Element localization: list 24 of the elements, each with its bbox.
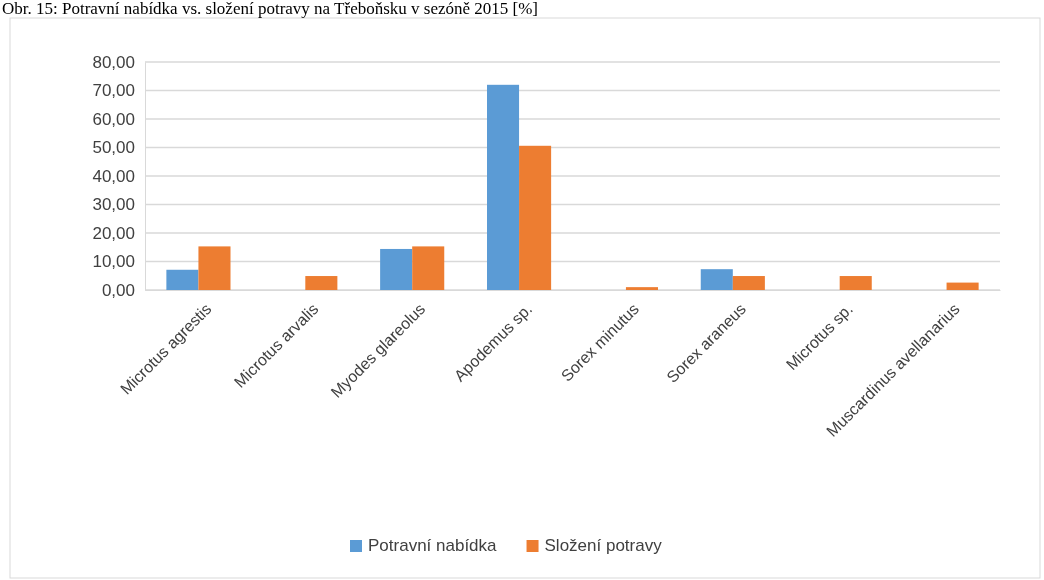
y-tick-label: 30,00 — [92, 195, 135, 215]
bar — [700, 269, 733, 290]
legend-label: Potravní nabídka — [368, 536, 498, 555]
legend-label: Složení potravy — [544, 536, 663, 555]
bar — [166, 269, 199, 290]
bar — [519, 145, 552, 290]
bar — [487, 84, 520, 290]
bar — [305, 276, 338, 290]
bar — [946, 282, 979, 290]
bar — [839, 276, 872, 290]
y-tick-label: 0,00 — [101, 280, 135, 300]
y-tick-label: 40,00 — [92, 166, 135, 186]
bar — [380, 248, 413, 290]
y-tick-label: 60,00 — [92, 109, 135, 129]
y-tick-label: 70,00 — [92, 81, 135, 101]
chart-title: Obr. 15: Potravní nabídka vs. složení potravy na Třeboňsku v sezóně 2015 [%] — [2, 0, 539, 18]
y-tick-label: 20,00 — [92, 223, 135, 243]
y-tick-label: 10,00 — [92, 252, 135, 272]
bar — [412, 246, 445, 290]
bar — [198, 246, 231, 290]
y-tick-label: 50,00 — [92, 138, 135, 158]
y-tick-label: 80,00 — [92, 52, 135, 72]
bar — [625, 287, 658, 290]
bar — [732, 276, 765, 290]
